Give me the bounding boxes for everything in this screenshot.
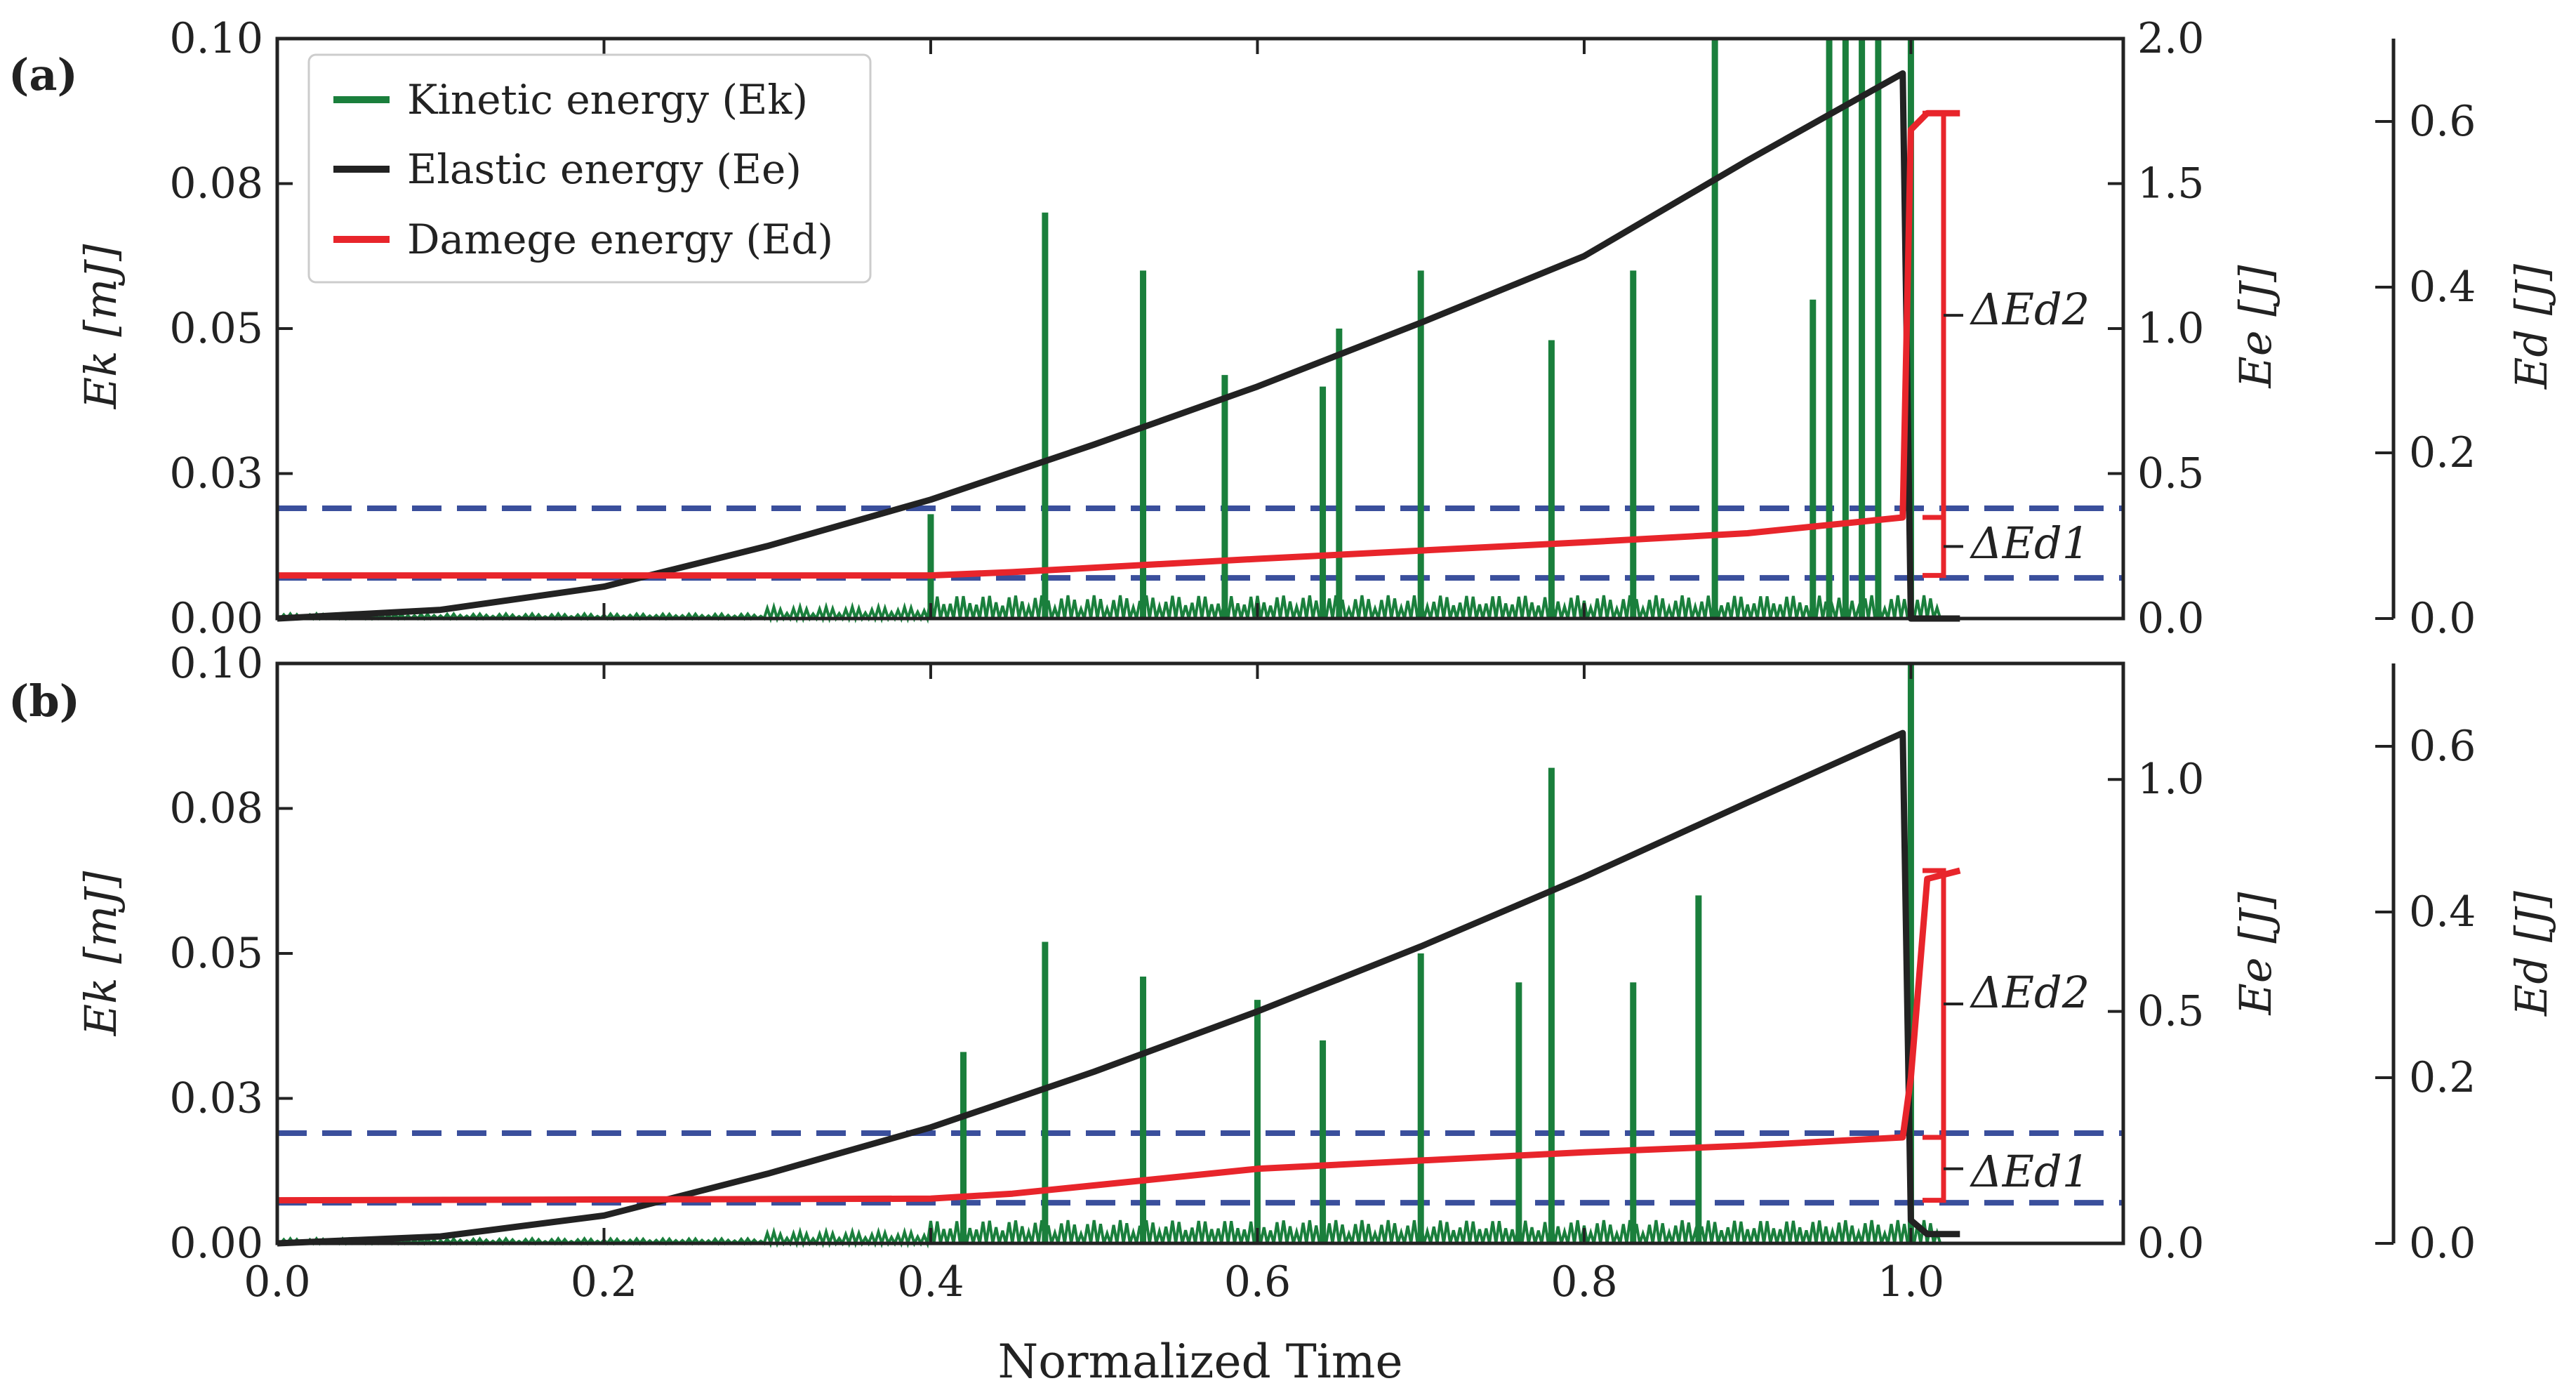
damage-energy-series-b <box>277 867 1961 1204</box>
y-right-label-b: Ee [J] <box>2230 892 2281 1016</box>
x-tick-label-0: 0.0 <box>244 1257 310 1307</box>
kinetic-noise-b <box>276 1220 1942 1249</box>
y-left-label-b: Ek [mJ] <box>75 871 126 1036</box>
y-right-tick-label-b-0: 0.0 <box>2137 1219 2204 1268</box>
x-tick-label-4: 0.8 <box>1551 1257 1617 1307</box>
y-left-tick-label-b-2: 0.05 <box>169 929 263 978</box>
reference-lines-b <box>277 1130 2123 1206</box>
kinetic-energy-series-b <box>276 663 1942 1249</box>
y-right2-tick-label-b-3: 0.6 <box>2409 722 2476 771</box>
annotation-delta-ed2-a: ΔEd2 <box>1970 967 2090 1018</box>
y-left-tick-label-b-3: 0.08 <box>169 784 263 833</box>
y-left-tick-label-b-1: 0.03 <box>169 1074 263 1123</box>
ticks-a: 0.00 0.03 0.05 0.08 0.10 0.0 0.5 1.0 1.5 2.0 <box>169 14 2204 643</box>
panel-a: 0.000.030.050.080.100.00.51.01.52.0 0.00… <box>8 14 2557 643</box>
y-right2-tick-label-b-2: 0.4 <box>2409 887 2476 937</box>
plot-frame-b <box>275 661 2125 1245</box>
bracket-ed1-a <box>1922 515 1946 579</box>
y-right2-tick-label-a-1: 0.2 <box>2409 428 2476 477</box>
delta-brackets-a <box>1922 110 1963 579</box>
annotation-delta-ed1-b: ΔEd1 <box>1970 1146 2090 1197</box>
y-right-tick-label-a-2: 1.0 <box>2137 304 2204 353</box>
legend: Kinetic energy (Ek) Elastic energy (Ee) … <box>307 53 872 284</box>
y-right-tick-label-b-2: 1.0 <box>2137 755 2204 804</box>
panel-label-a: (a) <box>8 49 78 100</box>
y-left-tick-label-b-0: 0.00 <box>169 1219 263 1268</box>
y-left-tick-label-a-3: 0.08 <box>169 159 263 209</box>
x-axis-label: Normalized Time <box>997 1335 1402 1388</box>
third-axis-b: 0.0 0.2 0.4 0.6 <box>2375 663 2476 1268</box>
y-left-tick-label-a-0: 0.00 <box>169 594 263 643</box>
y-right2-tick-label-b-0: 0.0 <box>2409 1219 2476 1268</box>
y-right-tick-label-b-1: 0.5 <box>2137 987 2204 1036</box>
elastic-line-a <box>277 70 1960 622</box>
third-axis-a: 0.0 0.2 0.4 0.6 <box>2375 39 2476 643</box>
y-right2-tick-label-a-2: 0.4 <box>2409 263 2476 312</box>
ticks-b: 0.0 0.2 0.4 0.6 0.8 1.0 0.00 0.03 0.05 0.08 0.10 0.… <box>169 639 2204 1307</box>
y-right2-tick-label-a-0: 0.0 <box>2409 594 2476 643</box>
bracket-ed2-a <box>1922 110 1946 520</box>
y-right2-label-a: Ed [J] <box>2506 263 2557 390</box>
y-left-tick-label-a-4: 0.10 <box>169 14 263 63</box>
damage-energy-series-a <box>277 110 1960 579</box>
legend-box <box>307 53 872 284</box>
y-left-tick-label-a-1: 0.03 <box>169 449 263 498</box>
annotation-delta-ed1-a: ΔEd1 <box>1970 517 2090 569</box>
panel-b: 0.0 0.2 0.4 0.6 0.8 1.0 0.00 0.03 0.05 0.08 0.10 0.… <box>8 639 2557 1307</box>
x-tick-label-2: 0.4 <box>897 1257 964 1307</box>
y-right-label-a: Ee [J] <box>2230 265 2281 389</box>
y-left-label-a: Ek [mJ] <box>75 244 126 409</box>
annotation-delta-ed2-a: ΔEd2 <box>1970 284 2090 335</box>
y-right-tick-label-a-4: 2.0 <box>2137 14 2204 63</box>
y-right-tick-label-a-3: 1.5 <box>2137 159 2204 209</box>
x-tick-label-3: 0.6 <box>1224 1257 1291 1307</box>
legend-label-damage: Damege energy (Ed) <box>407 216 833 263</box>
y-right-tick-label-a-0: 0.0 <box>2137 594 2204 643</box>
delta-brackets-b <box>1922 868 1963 1203</box>
x-tick-label-5: 1.0 <box>1878 1257 1944 1307</box>
y-right2-tick-label-a-3: 0.6 <box>2409 97 2476 146</box>
y-left-tick-label-b-4: 0.10 <box>169 639 263 688</box>
y-right2-label-b: Ed [J] <box>2506 890 2557 1017</box>
panel-label-b: (b) <box>8 675 80 727</box>
damage-line-b <box>277 867 1961 1204</box>
elastic-energy-series-b <box>277 729 1960 1247</box>
x-tick-label-1: 0.2 <box>571 1257 637 1307</box>
y-right2-tick-label-b-1: 0.2 <box>2409 1053 2476 1102</box>
legend-label-elastic: Elastic energy (Ee) <box>407 145 802 193</box>
elastic-energy-series-a <box>277 70 1960 622</box>
y-left-tick-label-a-2: 0.05 <box>169 304 263 353</box>
y-right-tick-label-a-1: 0.5 <box>2137 449 2204 498</box>
legend-label-kinetic: Kinetic energy (Ek) <box>407 76 808 124</box>
bracket-ed1-b <box>1922 1135 1946 1203</box>
kinetic-noise-a <box>276 595 1942 624</box>
elastic-line-b <box>277 729 1960 1247</box>
damage-line-a <box>277 110 1960 579</box>
